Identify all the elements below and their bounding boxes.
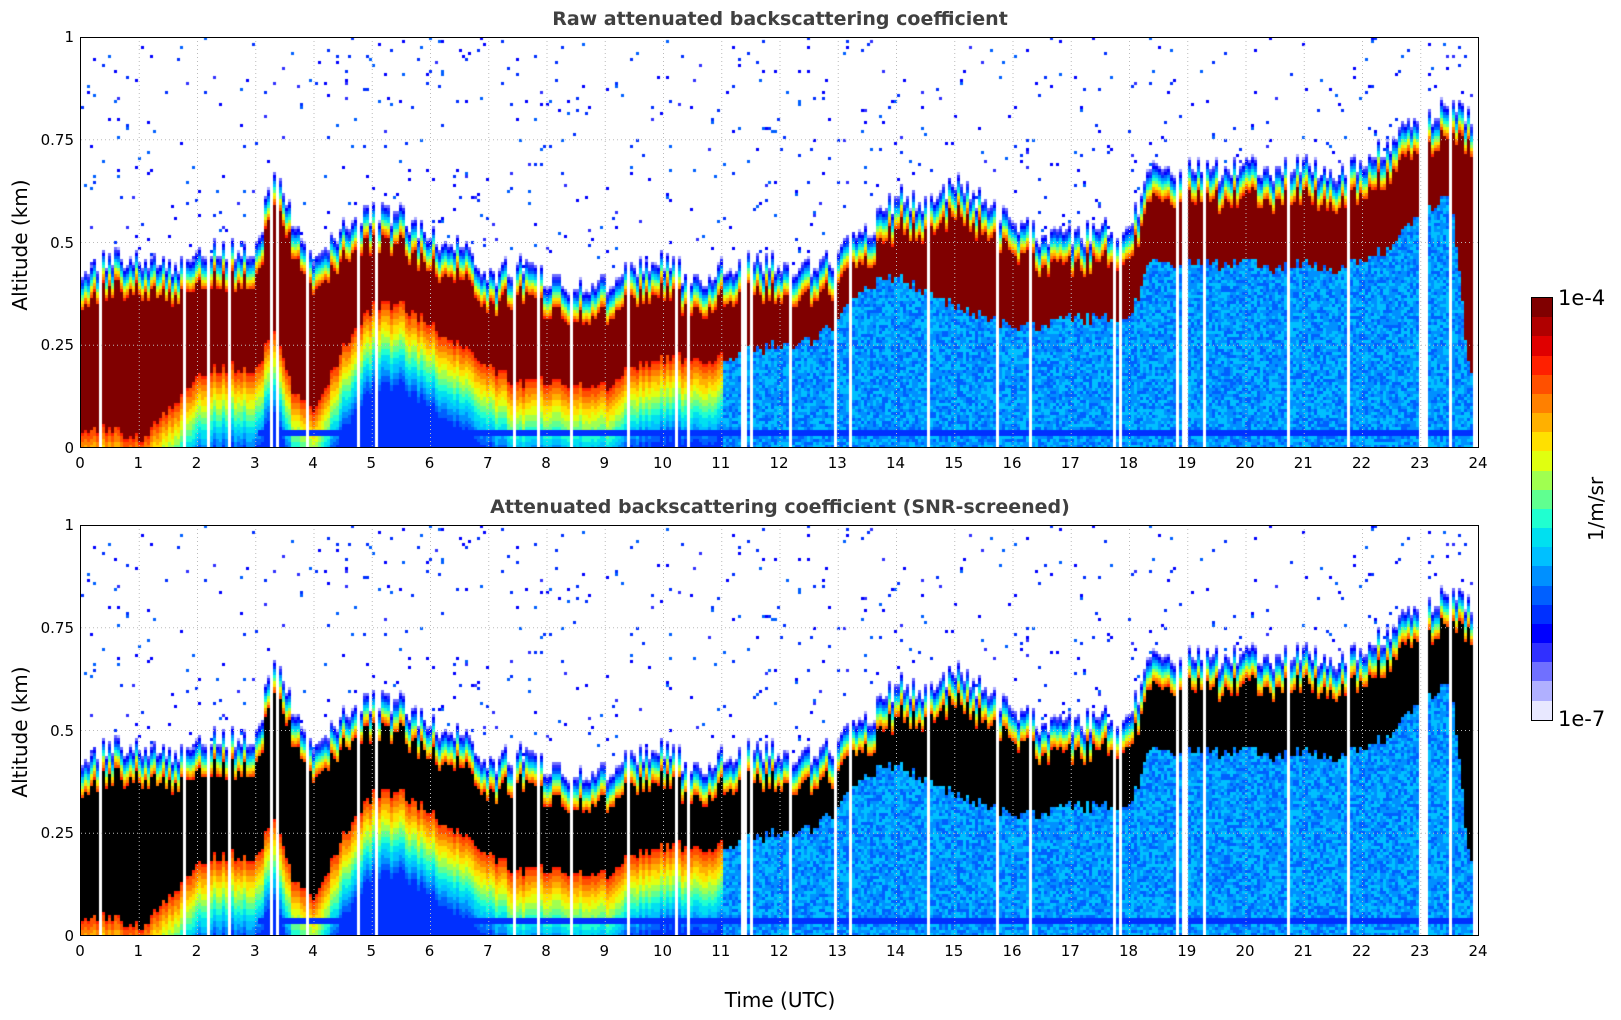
x-tick-label: 14 xyxy=(885,942,906,960)
x-tick-label: 4 xyxy=(308,942,318,960)
colorbar-step xyxy=(1532,566,1552,586)
y-axis-label-raw: Altitude (km) xyxy=(8,179,32,311)
x-tick-label: 24 xyxy=(1468,942,1488,960)
x-tick-label: 12 xyxy=(769,454,789,472)
x-tick-label: 0 xyxy=(75,454,85,472)
colorbar-step xyxy=(1532,623,1552,644)
x-tick-label: 4 xyxy=(308,454,318,472)
y-tick-label: 0.25 xyxy=(40,336,74,355)
colorbar-step xyxy=(1532,508,1552,529)
x-tick-label: 15 xyxy=(944,942,964,960)
y-tick-label: 0.5 xyxy=(50,721,74,740)
x-tick-label: 1 xyxy=(133,942,144,960)
x-tick-label: 10 xyxy=(652,454,673,472)
colorbar-min-label: 1e-7 xyxy=(1558,707,1606,731)
colorbar-max-label: 1e-4 xyxy=(1558,286,1606,310)
x-tick-label: 14 xyxy=(885,454,906,472)
x-tick-label: 8 xyxy=(541,454,551,472)
x-tick-label: 13 xyxy=(827,454,847,472)
x-tick-label: 9 xyxy=(599,454,610,472)
x-tick-label: 21 xyxy=(1293,942,1313,960)
x-tick-label: 10 xyxy=(652,942,673,960)
colorbar-step xyxy=(1532,547,1552,567)
colorbar-step xyxy=(1532,336,1552,356)
colorbar-step xyxy=(1532,662,1552,682)
x-tick-label: 18 xyxy=(1118,454,1139,472)
x-tick-label: 12 xyxy=(769,942,789,960)
x-tick-label: 16 xyxy=(1002,942,1022,960)
colorbar xyxy=(1531,297,1553,721)
colorbar-step xyxy=(1532,355,1552,375)
grid-lines-screened xyxy=(81,525,1479,936)
x-tick-label: 9 xyxy=(599,942,610,960)
x-tick-label: 23 xyxy=(1410,942,1430,960)
y-tick-label: 0.75 xyxy=(40,618,74,637)
x-tick-label: 17 xyxy=(1060,454,1080,472)
grid-lines-raw xyxy=(81,37,1479,448)
colorbar-step xyxy=(1532,585,1552,605)
x-tick-label: 15 xyxy=(944,454,964,472)
colorbar-step xyxy=(1532,374,1552,394)
y-tick-label: 0.25 xyxy=(40,824,74,843)
y-tick-label: 1 xyxy=(64,28,74,46)
y-tick-label: 0.75 xyxy=(40,130,74,149)
x-tick-label: 13 xyxy=(827,942,847,960)
colorbar-step xyxy=(1532,298,1552,318)
x-tick-label: 19 xyxy=(1177,454,1197,472)
x-tick-label: 18 xyxy=(1118,942,1139,960)
x-tick-label: 20 xyxy=(1235,454,1255,472)
colorbar-step xyxy=(1532,451,1552,471)
x-tick-label: 0 xyxy=(75,942,85,960)
colorbar-step xyxy=(1532,432,1552,452)
y-tick-label: 0 xyxy=(64,439,74,457)
colorbar-step xyxy=(1532,317,1552,337)
x-tick-label: 7 xyxy=(482,942,493,960)
y-tick-label: 0.5 xyxy=(50,233,74,252)
x-tick-label: 7 xyxy=(482,454,493,472)
x-tick-label: 3 xyxy=(249,454,260,472)
x-tick-label: 11 xyxy=(711,942,731,960)
x-tick-label: 5 xyxy=(366,942,377,960)
colorbar-step xyxy=(1532,643,1552,663)
colorbar-step xyxy=(1532,528,1552,548)
x-tick-label: 5 xyxy=(366,454,377,472)
x-axis-label: Time (UTC) xyxy=(724,988,836,1012)
raw-backscatter-heatmap xyxy=(81,37,1479,448)
top-chart-title: Raw attenuated backscattering coefficien… xyxy=(552,8,1008,30)
colorbar-step xyxy=(1532,681,1552,701)
x-tick-label: 23 xyxy=(1410,454,1430,472)
x-tick-label: 22 xyxy=(1351,454,1372,472)
colorbar-unit-label: 1/m/sr xyxy=(1584,476,1608,542)
x-tick-label: 11 xyxy=(711,454,731,472)
x-tick-label: 1 xyxy=(133,454,144,472)
x-tick-label: 6 xyxy=(424,454,435,472)
colorbar-step xyxy=(1532,604,1552,624)
y-tick-label: 1 xyxy=(64,516,74,534)
x-tick-label: 16 xyxy=(1002,454,1022,472)
x-tick-label: 2 xyxy=(191,942,202,960)
x-tick-label: 6 xyxy=(424,942,435,960)
x-tick-label: 24 xyxy=(1468,454,1488,472)
colorbar-step xyxy=(1532,700,1552,720)
colorbar-step xyxy=(1532,489,1552,509)
x-tick-label: 17 xyxy=(1060,942,1080,960)
colorbar-step xyxy=(1532,413,1552,433)
colorbar-step xyxy=(1532,393,1552,414)
x-tick-label: 21 xyxy=(1293,454,1313,472)
x-tick-label: 3 xyxy=(249,942,260,960)
y-tick-label: 0 xyxy=(64,927,74,945)
x-tick-label: 20 xyxy=(1235,942,1255,960)
y-axis-label-screened: Altitude (km) xyxy=(8,666,32,798)
colorbar-step xyxy=(1532,470,1552,490)
x-tick-label: 22 xyxy=(1351,942,1372,960)
x-tick-label: 8 xyxy=(541,942,551,960)
x-tick-label: 19 xyxy=(1177,942,1197,960)
bottom-chart-title: Attenuated backscattering coefficient (S… xyxy=(490,496,1070,518)
screened-backscatter-heatmap xyxy=(81,525,1479,936)
x-tick-label: 2 xyxy=(191,454,202,472)
